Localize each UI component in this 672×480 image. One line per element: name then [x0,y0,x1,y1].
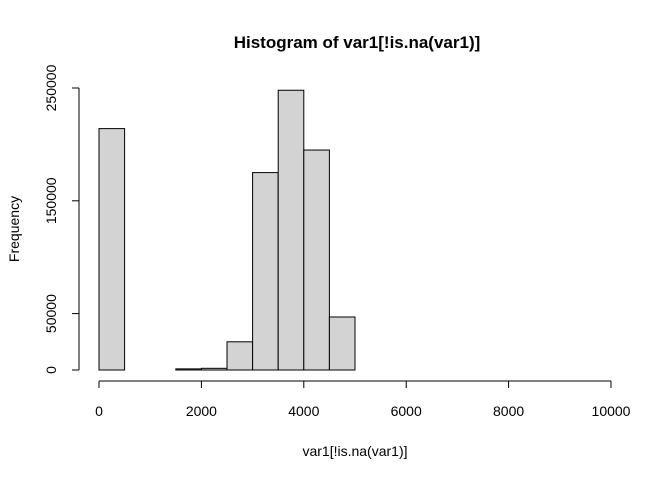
histogram-bar-5 [226,341,254,371]
y-tick-label: 250000 [43,64,59,111]
histogram-bar-3 [175,368,202,371]
x-tick-label: 2000 [186,403,217,419]
histogram-bar-0 [98,128,126,371]
x-tick-label: 4000 [288,403,319,419]
bars-group [98,89,356,371]
x-tick-label: 8000 [493,403,524,419]
histogram-bar-4 [200,367,228,371]
x-tick-label: 0 [95,403,103,419]
x-axis: 0 2000 4000 6000 8000 10000 [95,380,631,419]
histogram-bar-8 [303,149,330,371]
x-axis-label: var1[!is.na(var1)] [302,443,407,459]
histogram-bar-7 [277,89,305,371]
x-tick-label: 10000 [592,403,631,419]
y-axis-label: Frequency [6,196,22,262]
chart-title: Histogram of var1[!is.na(var1)] [234,33,481,52]
histogram-bar-9 [328,316,356,371]
y-tick-label: 150000 [43,177,59,224]
y-tick-label: 50000 [43,294,59,333]
y-axis: 0 50000 150000 250000 [43,64,80,374]
y-tick-label: 0 [43,366,59,374]
histogram-bar-6 [252,172,279,371]
x-tick-label: 6000 [391,403,422,419]
